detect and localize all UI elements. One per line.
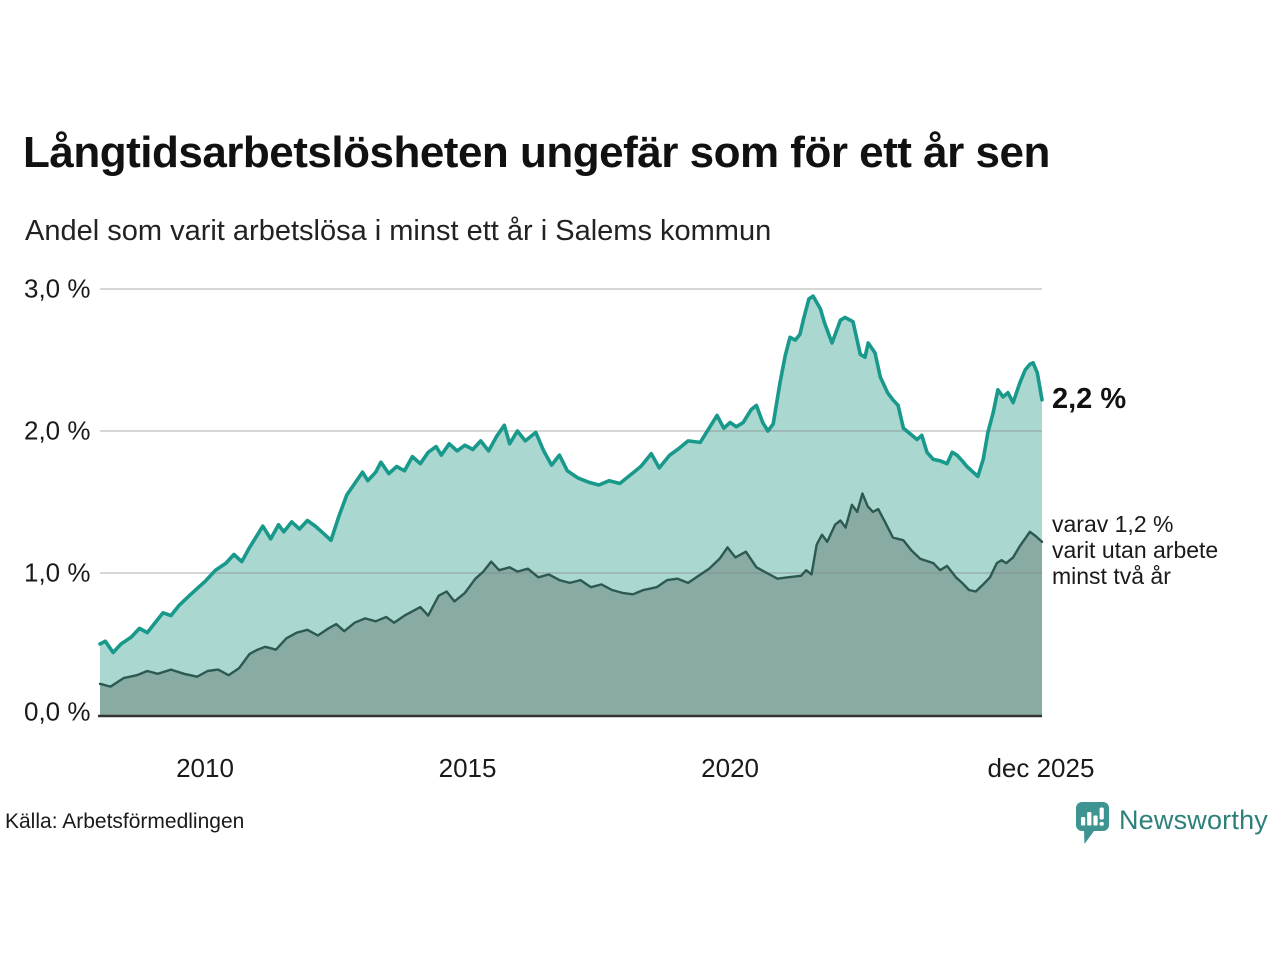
y-tick-label: 2,0 % (24, 415, 91, 446)
y-tick-label: 0,0 % (24, 696, 91, 727)
series1-end-value-label: 2,2 % (1052, 382, 1127, 415)
brand-wordmark: Newsworthy (1118, 805, 1268, 835)
series1-line (98, 294, 1044, 655)
series2-line (98, 492, 1044, 688)
source-credit: Källa: Arbetsförmedlingen (5, 810, 245, 833)
brand-logo: Newsworthy (1074, 801, 1268, 850)
x-tick-label: dec 2025 (987, 753, 1095, 783)
series2-area (100, 493, 1042, 715)
x-tick-label: 2020 (701, 753, 760, 783)
page-title: Långtidsarbetslösheten ungefär som för e… (23, 128, 1050, 177)
x-tick-label: 2010 (176, 753, 234, 783)
page-subtitle: Andel som varit arbetslösa i minst ett å… (25, 215, 772, 247)
series2-annotation: varav 1,2 % varit utan arbete minst två … (1052, 511, 1218, 589)
x-tick-label: 2015 (438, 753, 497, 783)
newsworthy-icon (1074, 801, 1110, 850)
series2-annotation-line3: minst två år (1052, 563, 1171, 589)
series2-annotation-line1: varav 1,2 % (1052, 511, 1174, 537)
y-tick-label: 3,0 % (24, 273, 91, 304)
series2-annotation-line2: varit utan arbete (1052, 537, 1219, 563)
y-tick-label: 1,0 % (24, 557, 91, 588)
